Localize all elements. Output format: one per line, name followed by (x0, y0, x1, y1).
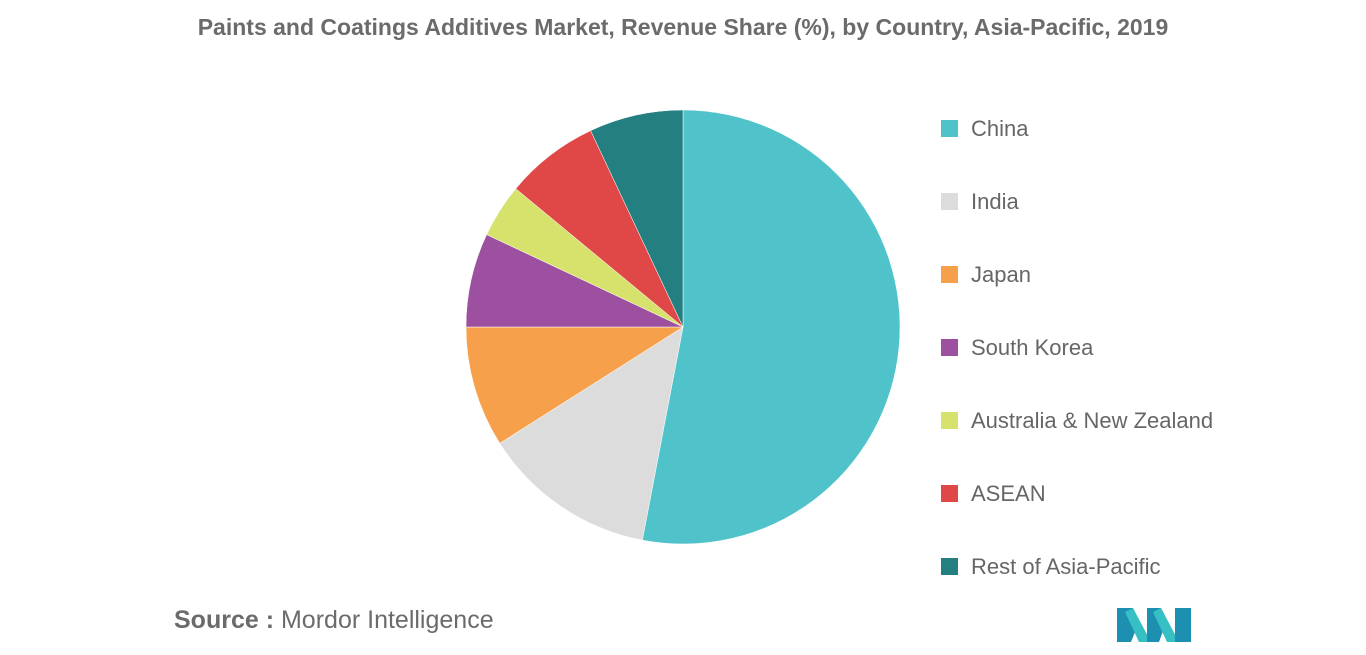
legend-swatch (941, 193, 958, 210)
legend-swatch (941, 339, 958, 356)
legend-item: India (941, 165, 1213, 238)
legend-item: South Korea (941, 311, 1213, 384)
mordor-intelligence-logo-icon (1117, 608, 1191, 642)
legend-item: China (941, 92, 1213, 165)
legend-label: Rest of Asia-Pacific (971, 553, 1161, 579)
chart-legend: China India Japan South Korea Australia & Ne… (941, 92, 1213, 603)
legend-item: ASEAN (941, 457, 1213, 530)
legend-swatch (941, 266, 958, 283)
legend-label: India (971, 188, 1019, 214)
logo-left-diagonal (1125, 608, 1151, 642)
source-value: Mordor Intelligence (280, 606, 494, 634)
legend-label: Australia & New Zealand (971, 407, 1214, 433)
pie-slice-japan (465, 326, 684, 444)
legend-label: ASEAN (971, 480, 1046, 506)
pie-slice-china (642, 109, 901, 545)
legend-label: South Korea (971, 334, 1094, 360)
pie-slice-india (499, 326, 684, 541)
logo-right-diagonal (1153, 608, 1179, 642)
legend-item: Australia & New Zealand (941, 384, 1213, 457)
legend-item: Rest of Asia-Pacific (941, 530, 1213, 603)
legend-label: China (971, 115, 1029, 141)
source-note: Source : Mordor Intelligence (174, 606, 494, 635)
legend-item: Japan (941, 238, 1213, 311)
legend-swatch (941, 120, 958, 137)
pie-slice-rest-of-asia-pacific (590, 109, 684, 328)
legend-label: Japan (971, 261, 1031, 287)
logo-right-leg (1175, 608, 1191, 642)
pie-slices (465, 109, 901, 545)
legend-swatch (941, 485, 958, 502)
legend-swatch (941, 412, 958, 429)
legend-swatch (941, 558, 958, 575)
source-key: Source : (174, 606, 275, 634)
chart-title: Paints and Coatings Additives Market, Re… (197, 14, 1169, 40)
